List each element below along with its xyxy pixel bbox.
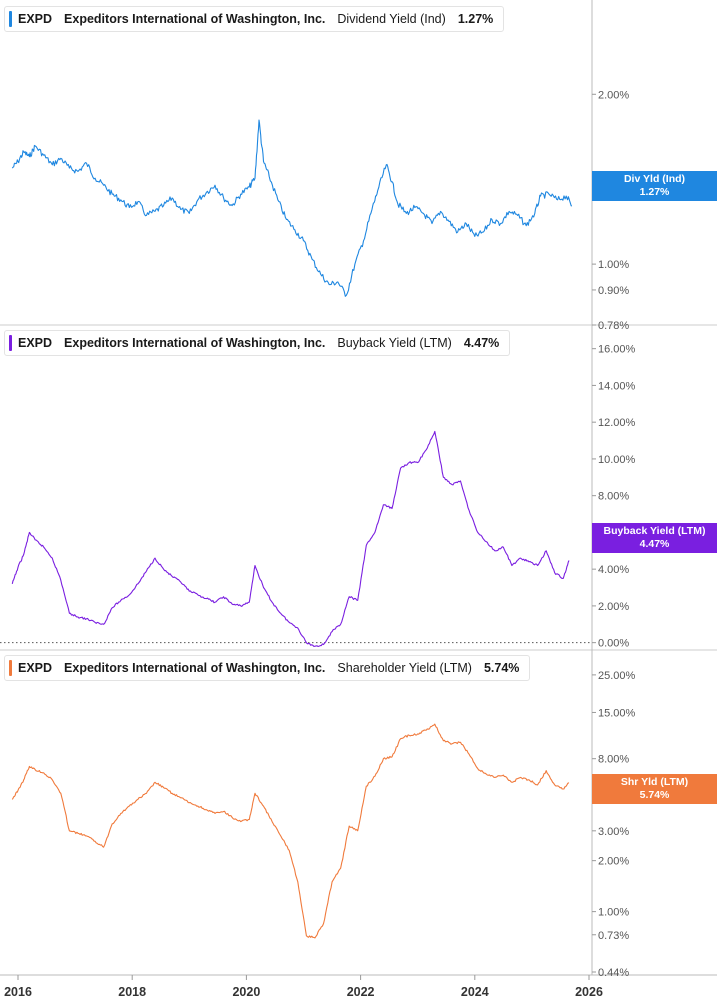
- series-line-buy: [11, 430, 570, 648]
- legend-ticker: EXPD: [18, 661, 53, 675]
- series-line-shr: [11, 723, 570, 939]
- x-tick-label: 2024: [461, 985, 489, 999]
- y-tick-label: 3.00%: [598, 826, 629, 838]
- series-color-swatch: [9, 660, 12, 676]
- legend-buyback-yield: EXPD Expeditors International of Washing…: [4, 330, 511, 356]
- legend-metric: Shareholder Yield (LTM): [337, 661, 472, 675]
- y-tick-label: 0.73%: [598, 930, 629, 942]
- y-tick-label: 1.00%: [598, 907, 629, 919]
- tag-value: 1.27%: [639, 186, 670, 198]
- y-tick-label: 0.00%: [598, 638, 629, 650]
- legend-company: Expeditors International of Washington, …: [64, 12, 326, 26]
- tag-title: Div Yld (Ind): [623, 173, 686, 185]
- series-color-swatch: [9, 11, 12, 27]
- legend-dividend-yield: EXPD Expeditors International of Washing…: [4, 6, 505, 32]
- y-tick-label: 0.90%: [598, 285, 629, 297]
- legend-metric: Dividend Yield (Ind): [337, 12, 446, 26]
- y-tick-label: 12.00%: [598, 417, 636, 429]
- last-value-tag-buyback: Buyback Yield (LTM) 4.47%: [592, 523, 717, 553]
- x-tick-label: 2016: [4, 985, 32, 999]
- y-tick-label: 0.44%: [598, 967, 629, 979]
- legend-ticker: EXPD: [18, 12, 53, 26]
- tag-value: 4.47%: [639, 538, 670, 550]
- legend-company: Expeditors International of Washington, …: [64, 336, 326, 350]
- tag-value: 5.74%: [639, 789, 670, 801]
- y-tick-label: 10.00%: [598, 454, 636, 466]
- legend-company: Expeditors International of Washington, …: [64, 661, 326, 675]
- y-tick-label: 15.00%: [598, 707, 636, 719]
- y-tick-label: 0.78%: [598, 320, 629, 332]
- legend-metric: Buyback Yield (LTM): [337, 336, 452, 350]
- last-value-tag-dividend: Div Yld (Ind) 1.27%: [592, 171, 717, 201]
- y-tick-label: 4.00%: [598, 564, 629, 576]
- x-tick-label: 2022: [347, 985, 375, 999]
- y-tick-label: 2.00%: [598, 89, 629, 101]
- legend-value: 4.47%: [463, 336, 500, 350]
- y-tick-label: 16.00%: [598, 344, 636, 356]
- y-tick-label: 1.00%: [598, 259, 629, 271]
- legend-shareholder-yield: EXPD Expeditors International of Washing…: [4, 655, 531, 681]
- x-tick-label: 2026: [575, 985, 603, 999]
- x-tick-label: 2018: [118, 985, 146, 999]
- y-tick-label: 8.00%: [598, 491, 629, 503]
- x-tick-label: 2020: [232, 985, 260, 999]
- legend-value: 5.74%: [483, 661, 520, 675]
- y-tick-label: 2.00%: [598, 856, 629, 868]
- series-line-div: [11, 119, 573, 297]
- y-tick-label: 8.00%: [598, 754, 629, 766]
- last-value-tag-shareholder: Shr Yld (LTM) 5.74%: [592, 774, 717, 804]
- tag-title: Shr Yld (LTM): [620, 776, 689, 788]
- legend-value: 1.27%: [457, 12, 494, 26]
- y-tick-label: 25.00%: [598, 670, 636, 682]
- legend-ticker: EXPD: [18, 336, 53, 350]
- tag-title: Buyback Yield (LTM): [603, 525, 706, 537]
- y-tick-label: 2.00%: [598, 601, 629, 613]
- series-color-swatch: [9, 335, 12, 351]
- y-tick-label: 14.00%: [598, 380, 636, 392]
